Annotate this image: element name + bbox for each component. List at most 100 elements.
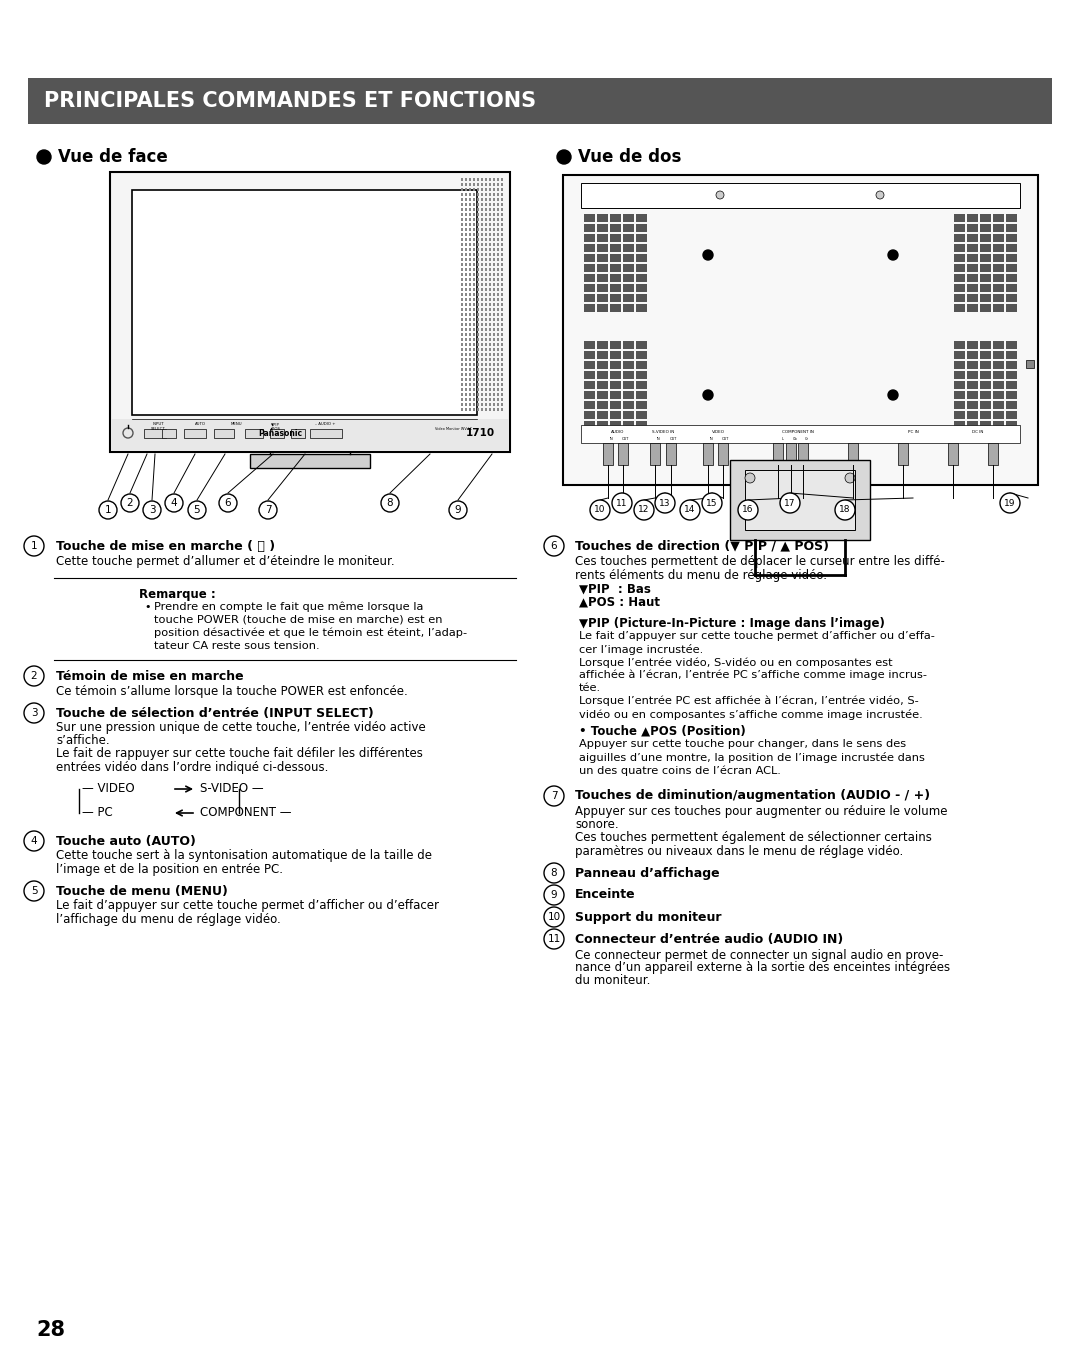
Bar [465,257,467,261]
Bar [465,308,467,311]
Bar [469,268,471,271]
Circle shape [99,501,117,519]
Bar [584,401,595,408]
Bar [485,203,487,205]
Bar [501,188,503,192]
Bar [610,392,621,398]
Text: Appuyer sur ces touches pour augmenter ou réduire le volume: Appuyer sur ces touches pour augmenter o… [575,805,947,819]
Bar [497,402,499,407]
Bar [473,263,475,266]
Bar [489,293,491,296]
Bar [489,363,491,366]
Bar [584,264,595,271]
Bar [465,408,467,411]
Bar [477,203,480,205]
Bar [481,238,483,241]
Bar [955,341,964,349]
Bar [597,244,608,252]
Bar [501,257,503,261]
Bar [465,298,467,301]
Bar [501,353,503,356]
Circle shape [219,494,237,512]
Bar [492,387,495,392]
Bar [477,314,480,316]
Bar [489,253,491,256]
Bar [981,225,990,231]
Bar [636,294,647,301]
Bar [481,233,483,235]
Bar [955,361,964,368]
Bar [489,188,491,192]
Text: affichée à l’écran, l’entrée PC s’affiche comme image incrus-: affichée à l’écran, l’entrée PC s’affich… [579,669,927,680]
Text: 18: 18 [839,505,851,515]
Bar [981,341,990,349]
Bar [469,188,471,192]
Bar [497,323,499,326]
Bar [473,183,475,186]
Bar [497,272,499,277]
Bar [597,304,608,312]
Bar [485,223,487,226]
Bar [477,353,480,356]
Bar [473,248,475,251]
Bar [489,372,491,376]
Bar [501,303,503,307]
Bar [465,318,467,320]
Bar [461,233,463,235]
Bar [501,393,503,396]
Bar [501,398,503,401]
Bar [501,359,503,361]
Text: un des quatre coins de l’écran ACL.: un des quatre coins de l’écran ACL. [579,765,781,775]
Bar [477,348,480,350]
Bar [597,225,608,231]
Bar [584,294,595,301]
Bar [485,244,487,246]
Bar [636,274,647,282]
Bar [473,363,475,366]
Bar [465,272,467,277]
Bar [497,214,499,216]
Bar [469,383,471,386]
Bar [469,183,471,186]
Bar [489,287,491,292]
Circle shape [876,192,885,199]
Bar [461,287,463,292]
Bar [485,238,487,241]
Bar [473,393,475,396]
Circle shape [703,390,713,400]
Bar [144,428,166,438]
Text: COMPONENT IN: COMPONENT IN [782,430,814,434]
Bar [981,304,990,312]
Bar [489,183,491,186]
Text: 9: 9 [551,890,557,899]
Bar [955,283,964,292]
Bar [497,263,499,266]
Text: MENU: MENU [230,422,242,426]
Bar [477,363,480,366]
Bar [485,263,487,266]
Bar [473,214,475,216]
Bar [162,428,176,438]
Bar [465,338,467,341]
Bar [473,323,475,326]
Text: 5: 5 [30,886,38,895]
Bar [481,293,483,296]
Bar [473,383,475,386]
Bar [1007,381,1016,389]
Bar [465,329,467,331]
Bar [489,323,491,326]
Text: 9: 9 [455,505,461,515]
Text: tateur CA reste sous tension.: tateur CA reste sous tension. [154,641,320,652]
Circle shape [143,501,161,519]
Bar [473,293,475,296]
Bar [492,203,495,205]
Bar [1007,431,1016,438]
Bar [489,359,491,361]
Bar [473,314,475,316]
Text: 4: 4 [171,498,177,508]
Bar [473,208,475,211]
Text: Touche de mise en marche ( ⏻ ): Touche de mise en marche ( ⏻ ) [56,539,275,553]
Bar [955,234,964,241]
Bar [461,383,463,386]
Bar [968,264,977,271]
